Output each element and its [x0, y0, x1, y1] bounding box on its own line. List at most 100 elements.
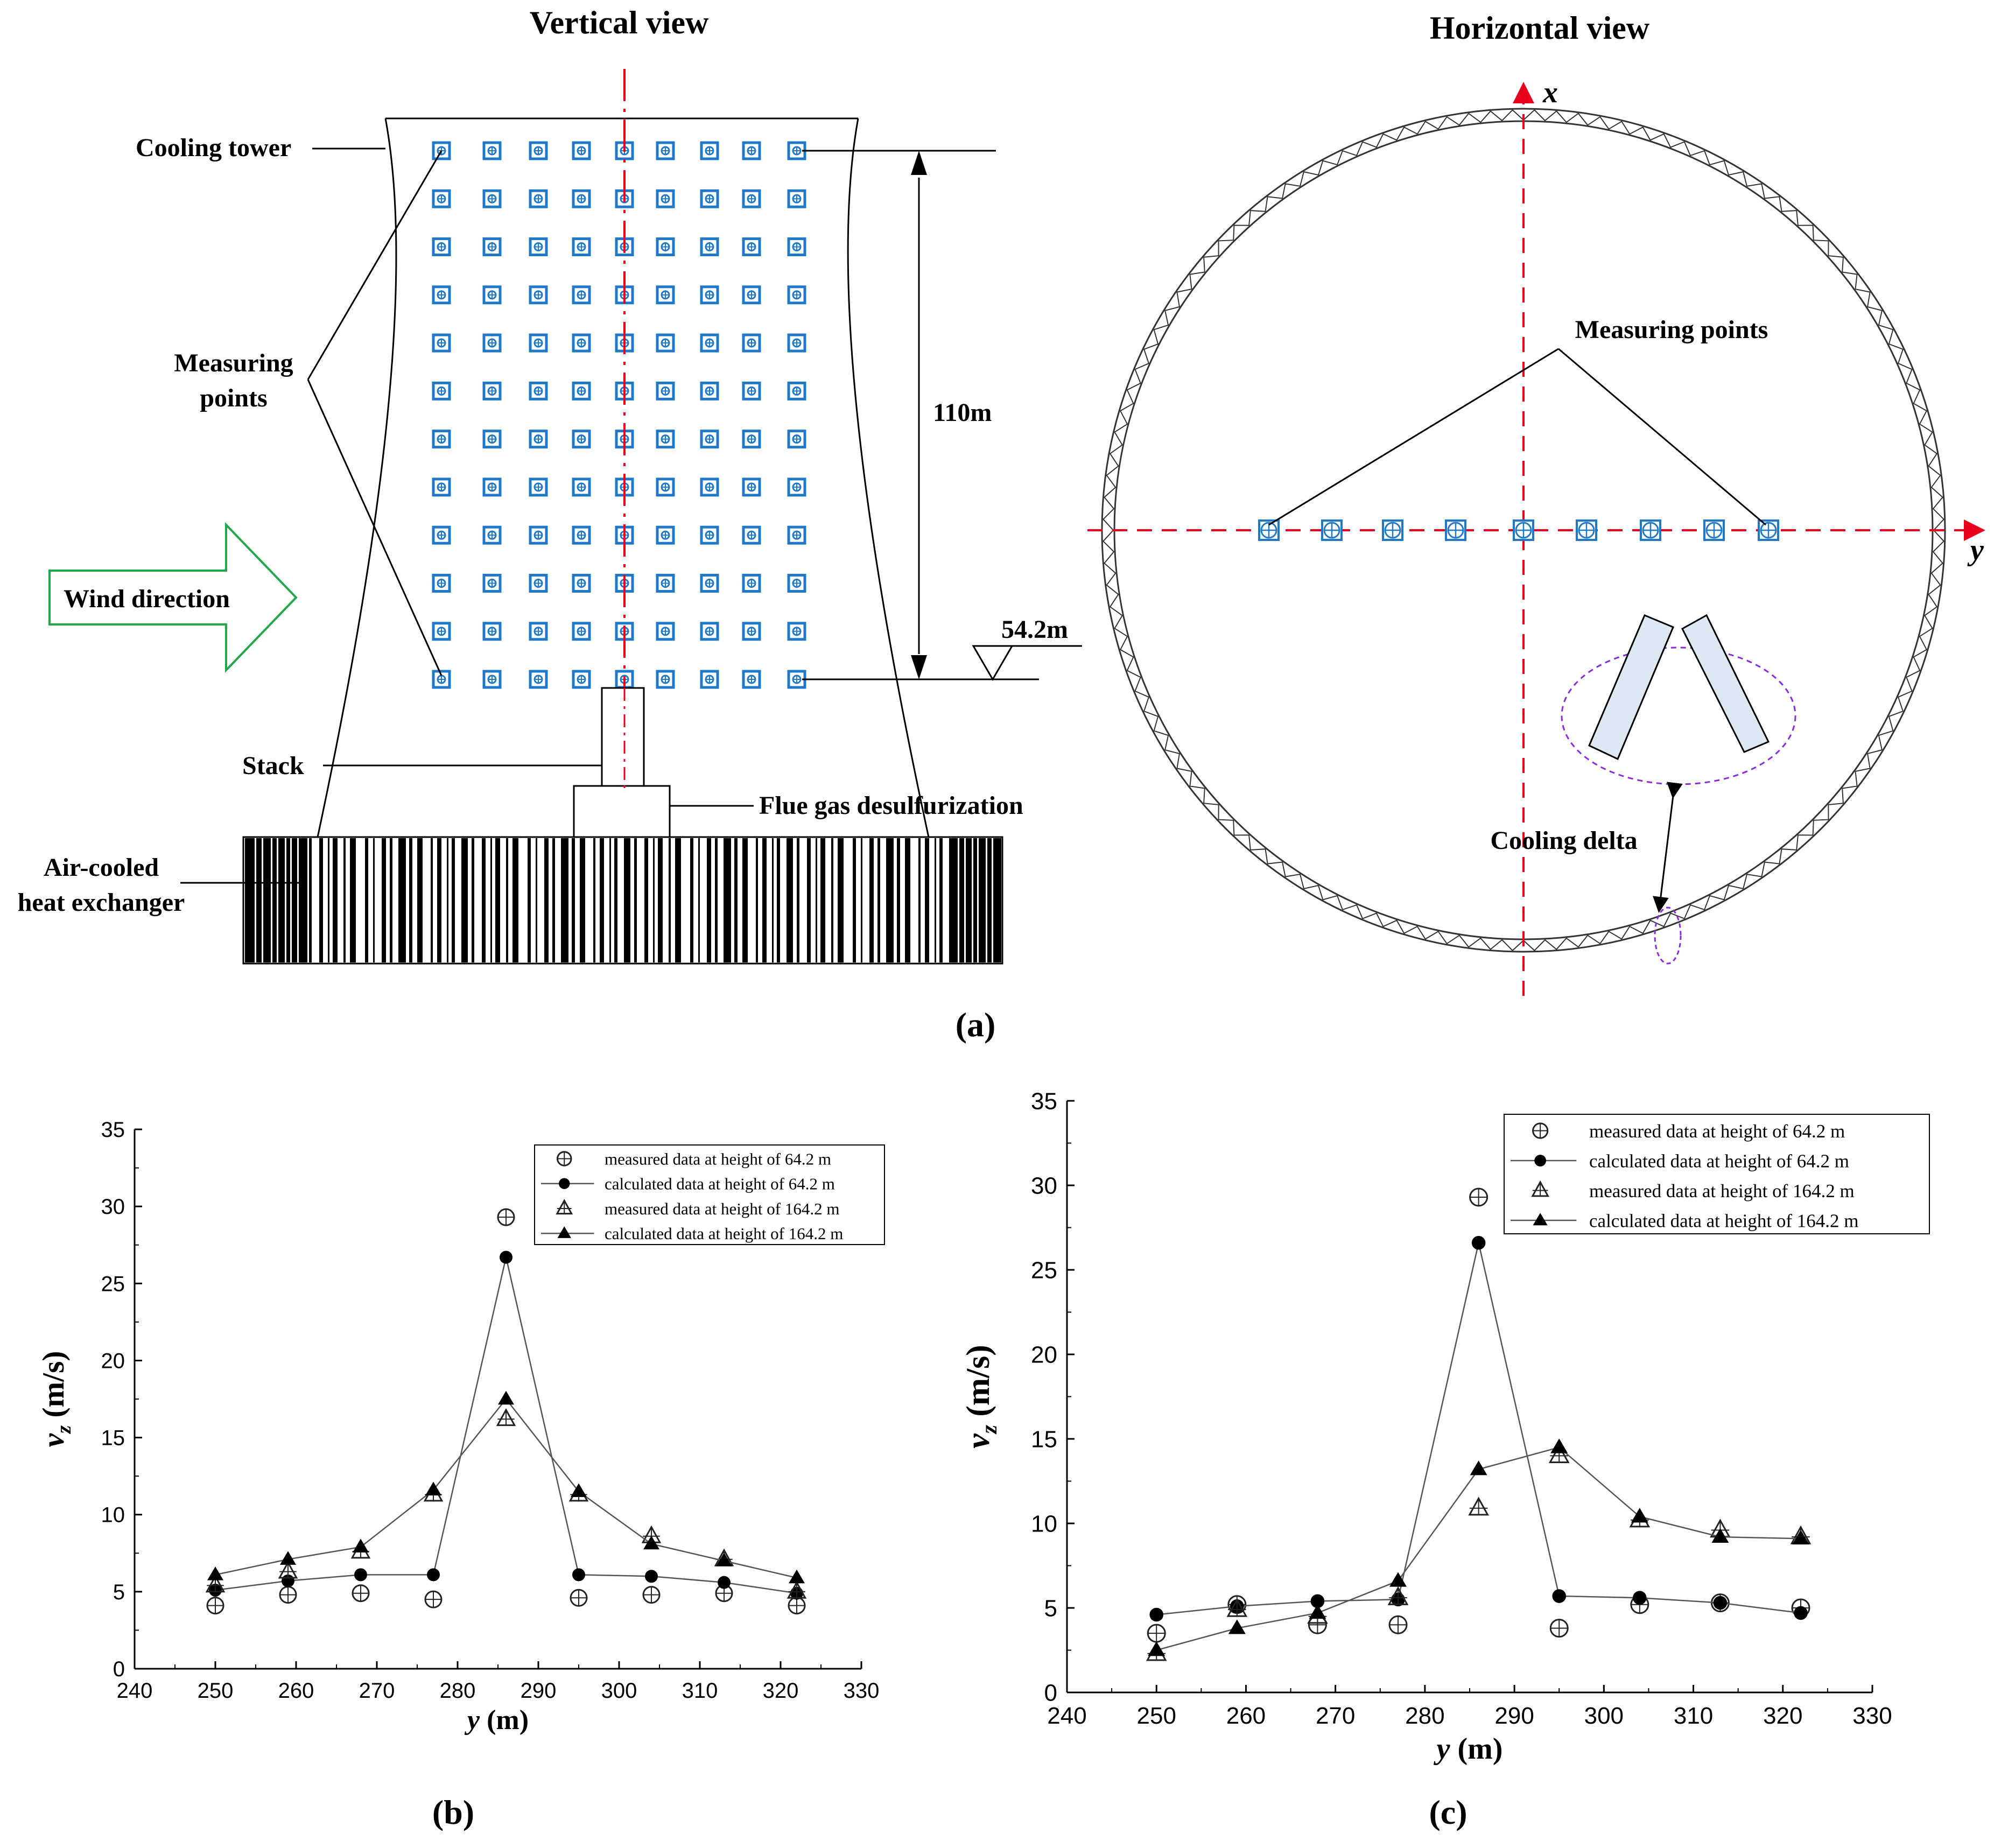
hx-bar [807, 838, 811, 962]
y-tick-label: 35 [101, 1118, 125, 1142]
label-54-2m: 54.2m [1001, 615, 1068, 644]
measuring-point [484, 671, 500, 687]
hx-bar [935, 838, 936, 962]
data-point [1149, 1607, 1164, 1622]
h-measuring-point [1258, 519, 1280, 541]
x-tick-label: 310 [1674, 1703, 1713, 1729]
hx-bar [987, 838, 992, 962]
hx-bar [417, 838, 423, 962]
data-point [425, 1481, 441, 1496]
series-line [1156, 1446, 1801, 1651]
hx-bar [707, 838, 711, 962]
legend-entry: measured data at height of 164.2 m [605, 1199, 839, 1218]
legend-entry: calculated data at height of 64.2 m [1589, 1150, 1849, 1171]
x-tick-label: 310 [682, 1679, 718, 1703]
y-tick-label: 25 [1031, 1257, 1057, 1283]
data-point [1389, 1572, 1407, 1587]
measuring-point [484, 479, 500, 495]
x-tick-label: 270 [1316, 1703, 1355, 1729]
hx-bar [861, 838, 862, 962]
hx-bar [966, 838, 972, 962]
legend-entry: measured data at height of 64.2 m [605, 1149, 831, 1168]
hx-bar [734, 838, 738, 962]
measuring-point [657, 575, 673, 591]
data-point [716, 1552, 732, 1566]
measuring-point [789, 431, 805, 447]
measuring-point [484, 527, 500, 543]
measuring-point [484, 623, 500, 640]
chart-caption: (c) [1429, 1793, 1467, 1831]
measuring-point [433, 527, 450, 543]
measuring-point [743, 383, 760, 399]
hx-bar [831, 838, 833, 962]
data-point [556, 1199, 573, 1215]
data-point [353, 1538, 369, 1553]
series-2 [1149, 1235, 1808, 1622]
measuring-point [743, 191, 760, 207]
h-measuring-point [1758, 519, 1779, 541]
y-tick-label: 10 [101, 1503, 125, 1527]
measuring-point [433, 239, 450, 255]
y-tick-label: 0 [1044, 1680, 1057, 1706]
hx-bar [309, 838, 312, 962]
measuring-point [789, 239, 805, 255]
x-axis-label: y (m) [1434, 1732, 1503, 1766]
hx-bar [816, 838, 817, 962]
hx-bar [256, 838, 262, 962]
hx-bar [373, 838, 375, 962]
measuring-point [701, 287, 718, 303]
measuring-point [657, 527, 673, 543]
measuring-point [433, 575, 450, 591]
hx-bar [949, 838, 958, 962]
h-measuring-point [1576, 519, 1597, 541]
measuring-point [743, 527, 760, 543]
y-tick-label: 5 [113, 1580, 125, 1604]
data-point [280, 1551, 296, 1565]
data-point [1711, 1528, 1729, 1543]
x-tick-label: 260 [1226, 1703, 1266, 1729]
cooling-delta-detail-circle [1561, 647, 1796, 785]
x-axis-label: y (m) [464, 1705, 529, 1735]
measuring-point [701, 479, 718, 495]
hx-bar [536, 838, 537, 962]
hx-bar [877, 838, 880, 962]
y-tick-label: 35 [1031, 1088, 1057, 1114]
hx-bar [544, 838, 549, 962]
measuring-point [530, 479, 546, 495]
data-point [571, 1483, 587, 1497]
hx-bar [634, 838, 637, 962]
label-h-measuring-points: Measuring points [1575, 315, 1768, 344]
measuring-point [657, 623, 673, 640]
data-point [1713, 1596, 1728, 1610]
hx-bar [278, 838, 285, 962]
series-4 [1148, 1438, 1810, 1656]
data-point [718, 1576, 731, 1589]
measuring-point [743, 671, 760, 687]
measuring-point [657, 287, 673, 303]
measuring-point [573, 191, 589, 207]
series-3 [205, 1408, 807, 1599]
measuring-point [484, 143, 500, 159]
axis-x-label: x [1542, 76, 1558, 109]
tower-right-wall [847, 118, 930, 838]
hx-bar [382, 838, 386, 962]
hx-bar [675, 838, 681, 962]
x-tick-label: 240 [1047, 1703, 1086, 1729]
measuring-point [743, 239, 760, 255]
measuring-point [657, 239, 673, 255]
label-cooling-delta: Cooling delta [1490, 826, 1637, 855]
series-line [1156, 1242, 1801, 1615]
hx-bar [299, 838, 307, 962]
level-symbol [972, 645, 1014, 681]
hx-bar [600, 838, 604, 962]
hx-bar [593, 838, 595, 962]
label-measuring-points-2: points [200, 384, 267, 412]
hx-bar [272, 838, 277, 962]
hx-bar [452, 838, 455, 962]
hx-bar [286, 838, 290, 962]
data-point [1470, 1460, 1487, 1475]
data-point [354, 1568, 367, 1582]
x-tick-label: 280 [440, 1679, 476, 1703]
measuring-point [701, 671, 718, 687]
hx-bar [319, 838, 323, 962]
